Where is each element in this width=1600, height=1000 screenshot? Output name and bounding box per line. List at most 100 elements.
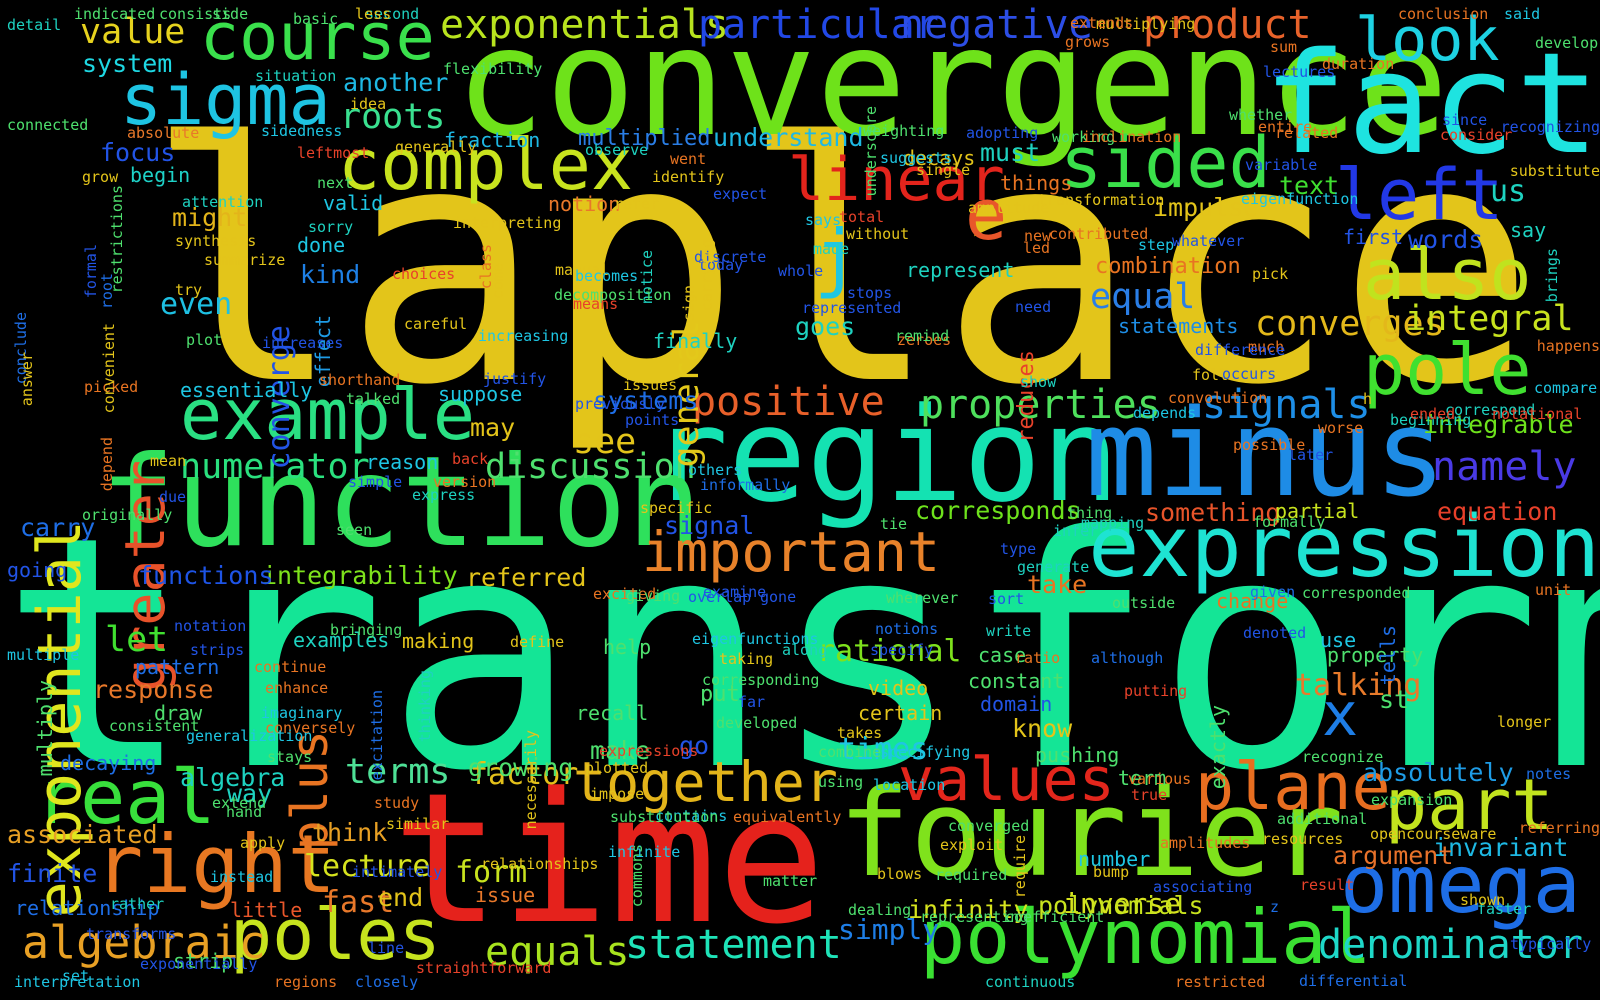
- cloud-word: terms: [345, 752, 451, 792]
- cloud-word: number: [1078, 847, 1151, 871]
- cloud-word: e: [965, 174, 1008, 256]
- cloud-word: resources: [1262, 830, 1344, 848]
- cloud-word: depend: [98, 437, 116, 492]
- cloud-word: variable: [1245, 156, 1318, 174]
- cloud-word: algebraic: [22, 916, 266, 969]
- cloud-word: beginning: [1390, 411, 1472, 429]
- cloud-word: ended: [1410, 405, 1456, 423]
- cloud-word: little: [230, 898, 303, 922]
- cloud-word: j: [814, 213, 860, 301]
- cloud-word: fact: [1262, 23, 1600, 186]
- cloud-word: sort: [988, 590, 1025, 608]
- cloud-word: together: [573, 750, 838, 814]
- cloud-word: shown: [1460, 891, 1506, 909]
- cloud-word: linear: [788, 145, 1005, 215]
- cloud-word: identify: [652, 168, 725, 186]
- cloud-word: region: [650, 379, 1120, 531]
- cloud-word: rather: [110, 895, 165, 913]
- cloud-word: sorry: [308, 218, 354, 236]
- cloud-word: first: [1343, 225, 1404, 249]
- cloud-word: strip: [173, 949, 234, 973]
- cloud-word: whole: [778, 262, 824, 280]
- cloud-word: increasing: [478, 327, 569, 345]
- cloud-word: z: [1270, 898, 1280, 916]
- cloud-word: generalization: [186, 727, 313, 745]
- cloud-word: correspond: [1445, 401, 1536, 419]
- cloud-word: argument: [1333, 841, 1454, 870]
- cloud-word: conclusion: [1398, 5, 1489, 23]
- cloud-word: connected: [7, 116, 89, 134]
- cloud-word: left: [1335, 154, 1504, 236]
- cloud-word: sidedness: [261, 122, 343, 140]
- cloud-word: observe: [585, 141, 649, 159]
- cloud-word: led: [1023, 239, 1051, 257]
- cloud-word: difference: [1195, 341, 1286, 359]
- cloud-word: regions: [274, 973, 338, 991]
- cloud-word: integral: [1405, 299, 1574, 339]
- cloud-word: straightforward: [416, 959, 552, 977]
- cloud-word: went: [670, 150, 707, 168]
- cloud-word: becomes: [575, 267, 639, 285]
- cloud-word: refer: [614, 195, 660, 213]
- cloud-word: coefficient: [1005, 908, 1105, 926]
- cloud-word: time: [392, 755, 826, 964]
- cloud-word: giving: [626, 587, 681, 605]
- cloud-word: underscore: [862, 106, 880, 197]
- cloud-word: carry: [20, 513, 96, 542]
- cloud-word: particular: [698, 2, 939, 48]
- cloud-word: lectures: [1263, 63, 1336, 81]
- cloud-word: bringing: [330, 621, 403, 639]
- cloud-word: step: [1138, 236, 1175, 254]
- cloud-word: corresponded: [1302, 584, 1411, 602]
- cloud-word: infinity: [908, 895, 1029, 924]
- cloud-word: adopting: [966, 124, 1039, 142]
- cloud-word: sum: [1270, 38, 1298, 56]
- cloud-word: form: [455, 855, 528, 890]
- cloud-word: relationships: [481, 855, 599, 873]
- cloud-word: put: [700, 682, 740, 707]
- cloud-word: write: [986, 622, 1032, 640]
- cloud-word: simple: [348, 473, 403, 491]
- cloud-word: come: [489, 263, 507, 300]
- cloud-word: absolutely: [1363, 758, 1514, 787]
- cloud-word: second: [365, 5, 420, 23]
- cloud-word: constant: [968, 669, 1065, 693]
- cloud-word: apply: [240, 834, 286, 852]
- cloud-word: eigenfunctions: [692, 630, 819, 648]
- cloud-word: impulse: [1153, 193, 1259, 222]
- cloud-word: shorthand: [319, 371, 401, 389]
- cloud-word: notion: [548, 192, 621, 216]
- cloud-word: relationship: [15, 896, 160, 920]
- cloud-word: making: [402, 629, 475, 653]
- cloud-word: longer: [1497, 713, 1552, 731]
- cloud-word: another: [343, 68, 449, 97]
- cloud-word: product: [1143, 2, 1312, 48]
- cloud-word: idea: [350, 95, 387, 113]
- cloud-word: statement: [625, 922, 842, 968]
- cloud-word: represent: [906, 258, 1015, 282]
- cloud-word: statements: [1118, 314, 1239, 338]
- cloud-word: equivalently: [733, 808, 842, 826]
- cloud-word: example: [180, 374, 476, 456]
- cloud-word: complex: [338, 124, 634, 206]
- cloud-word: conversely: [265, 719, 356, 737]
- cloud-word: single: [916, 161, 971, 179]
- cloud-word: consider: [1440, 126, 1513, 144]
- cloud-word: matter: [763, 872, 818, 890]
- cloud-word: finite: [7, 859, 98, 888]
- cloud-word: today: [698, 256, 744, 274]
- cloud-word: transformation: [1038, 191, 1165, 209]
- cloud-word: continuous: [985, 973, 1076, 991]
- cloud-word: made: [813, 240, 850, 258]
- cloud-word: back: [452, 450, 489, 468]
- cloud-word: attention: [182, 193, 264, 211]
- cloud-word: representing: [920, 908, 1029, 926]
- cloud-word: minus: [1085, 385, 1447, 524]
- cloud-word: thinking: [416, 670, 434, 743]
- cloud-word: putting: [1124, 682, 1188, 700]
- cloud-word: pick: [1252, 265, 1289, 283]
- cloud-word: corresponds: [915, 496, 1081, 525]
- cloud-word: factor: [470, 757, 579, 792]
- cloud-word: justify: [483, 370, 547, 388]
